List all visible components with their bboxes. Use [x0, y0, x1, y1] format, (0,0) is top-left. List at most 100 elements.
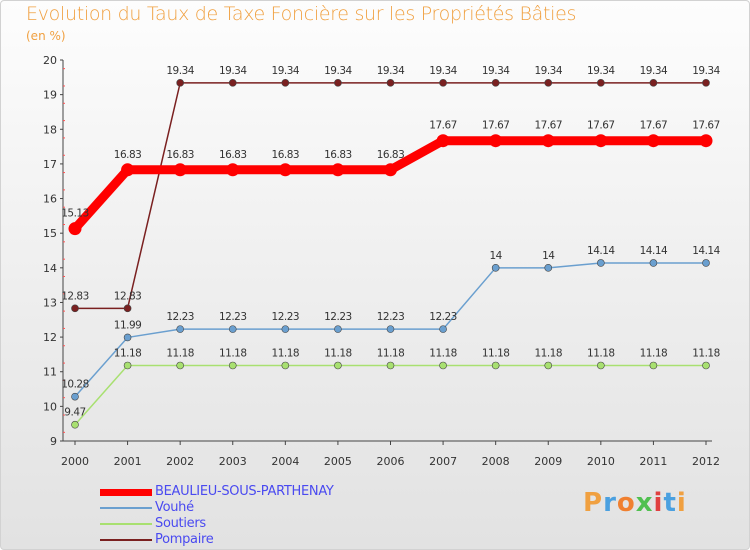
data-point [702, 361, 710, 370]
legend-label-vouhe: Vouhé [155, 500, 194, 515]
data-point [491, 361, 500, 370]
data-label: 17.67 [587, 120, 615, 132]
y-tick-label: 19 [43, 89, 57, 102]
data-point [281, 325, 290, 333]
data-label: 19.34 [324, 65, 352, 77]
data-label: 11.18 [692, 347, 720, 359]
data-point [702, 259, 710, 267]
y-tick-label: 9 [50, 435, 57, 448]
data-point [281, 361, 290, 370]
data-label: 11.18 [377, 347, 405, 359]
y-tick-label: 12 [43, 331, 57, 344]
data-label: 17.67 [534, 120, 562, 132]
data-label: 19.34 [272, 65, 300, 77]
series-line-3 [74, 82, 707, 310]
data-point [228, 79, 237, 87]
series-line-2 [74, 364, 707, 426]
data-label: 12.23 [166, 311, 194, 323]
y-tick-label: 18 [43, 123, 57, 136]
data-label: 12.83 [114, 290, 142, 302]
data-point [702, 79, 710, 87]
data-label: 12.83 [61, 290, 89, 302]
legend-swatch-pompaire [100, 539, 152, 541]
data-point [597, 361, 605, 370]
data-point [597, 79, 605, 87]
data-point [386, 361, 395, 370]
data-point [544, 361, 553, 370]
data-label: 11.18 [219, 347, 247, 359]
data-point [699, 134, 713, 148]
data-label: 11.18 [324, 347, 352, 359]
data-point [649, 79, 658, 87]
data-label: 17.67 [692, 120, 720, 132]
x-tick-label: 2011 [639, 455, 667, 468]
data-point [491, 79, 500, 87]
data-point [439, 325, 447, 333]
data-label: 11.18 [272, 347, 300, 359]
data-label: 19.34 [587, 65, 615, 77]
x-tick-label: 2003 [219, 455, 247, 468]
data-point [228, 325, 237, 333]
data-point [278, 163, 292, 177]
data-label: 14.14 [692, 245, 720, 257]
data-point [439, 361, 447, 370]
data-point [176, 79, 184, 87]
logo-letter: P [583, 488, 604, 518]
y-tick-label: 16 [43, 193, 57, 206]
data-label: 19.34 [482, 65, 510, 77]
legend-label-soutiers: Soutiers [155, 516, 206, 531]
x-tick-label: 2004 [271, 455, 299, 468]
data-label: 16.83 [377, 149, 405, 161]
data-label: 17.67 [640, 120, 668, 132]
data-label: 19.34 [640, 65, 668, 77]
x-tick-label: 2006 [377, 455, 405, 468]
data-label: 16.83 [114, 149, 142, 161]
data-label: 12.23 [429, 311, 457, 323]
data-label: 19.34 [534, 65, 562, 77]
data-label: 15.13 [61, 208, 89, 220]
chart-title: Evolution du Taux de Taxe Foncière sur l… [26, 3, 577, 25]
logo-letter: i [676, 488, 687, 518]
logo-letter: r [603, 488, 617, 518]
x-tick-label: 2000 [61, 455, 89, 468]
x-tick-label: 2002 [166, 455, 194, 468]
data-label: 19.34 [166, 65, 194, 77]
x-tick-label: 2010 [587, 455, 615, 468]
legend-label-beaulieu: BEAULIEU-SOUS-PARTHENAY [155, 484, 334, 499]
data-point [71, 420, 79, 429]
data-label: 16.83 [166, 149, 194, 161]
data-point [597, 259, 605, 267]
legend-swatch-vouhe [100, 507, 152, 509]
logo-letter: i [653, 488, 664, 518]
y-tick-label: 17 [43, 158, 57, 171]
data-point [68, 222, 82, 236]
x-tick-label: 2005 [324, 455, 352, 468]
data-point [281, 79, 290, 87]
data-point [334, 325, 342, 333]
data-label: 12.23 [219, 311, 247, 323]
data-point [176, 325, 184, 333]
y-tick-label: 15 [43, 227, 57, 240]
y-tick-label: 14 [43, 262, 57, 275]
data-label: 16.83 [324, 149, 352, 161]
data-label: 16.83 [272, 149, 300, 161]
legend-swatch-soutiers [100, 523, 152, 525]
data-point [334, 361, 342, 370]
legend-label-pompaire: Pompaire [155, 532, 214, 547]
data-point [123, 333, 132, 342]
data-label: 14 [542, 250, 555, 262]
data-label: 19.34 [692, 65, 720, 77]
data-point [489, 134, 503, 148]
data-point [71, 304, 79, 313]
data-label: 14.14 [640, 245, 668, 257]
data-point [226, 163, 240, 177]
data-point [439, 79, 447, 87]
data-point [121, 163, 135, 177]
data-point [649, 259, 658, 267]
logo-letter: x [635, 488, 654, 518]
data-label: 17.67 [429, 120, 457, 132]
data-label: 11.18 [166, 347, 194, 359]
data-point [173, 163, 187, 177]
